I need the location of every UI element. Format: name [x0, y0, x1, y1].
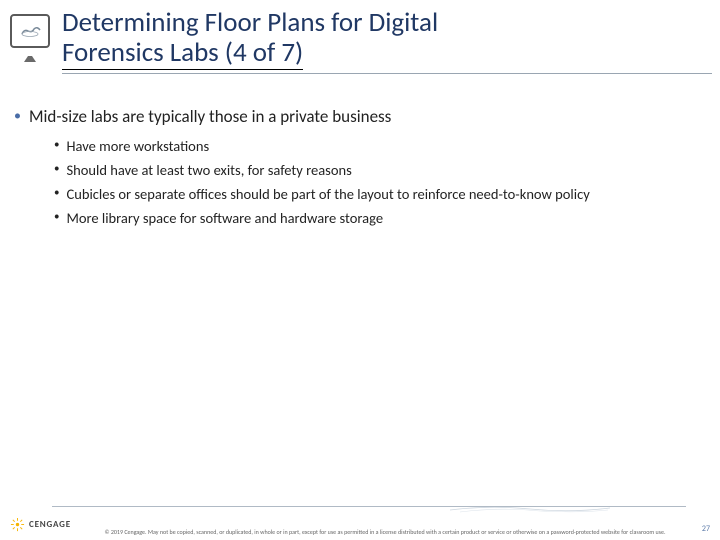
footer: CENGAGE © 2019 Cengage. May not be copie…	[0, 506, 720, 540]
footer-rule	[52, 506, 686, 507]
bullet-level-2: • Cubicles or separate offices should be…	[54, 185, 706, 204]
logo-text: CENGAGE	[29, 519, 71, 530]
bullet-dot: •	[54, 185, 59, 204]
slide: Determining Floor Plans for Digital Fore…	[0, 0, 720, 540]
sub-bullet-text: Cubicles or separate offices should be p…	[66, 185, 589, 204]
sub-bullet-text: Should have at least two exits, for safe…	[66, 161, 351, 180]
slide-title: Determining Floor Plans for Digital Fore…	[62, 8, 720, 70]
bullet-level-2: • Have more workstations	[54, 137, 706, 156]
bullet-dot: •	[14, 106, 21, 127]
sub-bullet-text: Have more workstations	[66, 137, 209, 156]
title-line-1: Determining Floor Plans for Digital	[62, 6, 438, 39]
bullet-dot: •	[54, 137, 59, 156]
bullet-dot: •	[54, 209, 59, 228]
bullet-level-1: • Mid-size labs are typically those in a…	[14, 106, 706, 127]
bullet-level-2: • More library space for software and ha…	[54, 209, 706, 228]
bullet-level-2-list: • Have more workstations • Should have a…	[54, 137, 706, 227]
sub-bullet-text: More library space for software and hard…	[66, 209, 383, 228]
bullet-level-2: • Should have at least two exits, for sa…	[54, 161, 706, 180]
bullet-main-text: Mid-size labs are typically those in a p…	[29, 106, 391, 127]
slide-header: Determining Floor Plans for Digital Fore…	[0, 0, 720, 70]
bullet-dot: •	[54, 161, 59, 180]
page-number: 27	[702, 524, 710, 534]
starburst-icon	[10, 517, 25, 532]
content-area: • Mid-size labs are typically those in a…	[14, 106, 706, 233]
copyright-text: © 2019 Cengage. May not be copied, scann…	[90, 529, 680, 536]
cengage-logo: CENGAGE	[10, 517, 71, 532]
title-line-2: Forensics Labs (4 of 7)	[62, 38, 303, 70]
title-rule	[62, 73, 712, 74]
